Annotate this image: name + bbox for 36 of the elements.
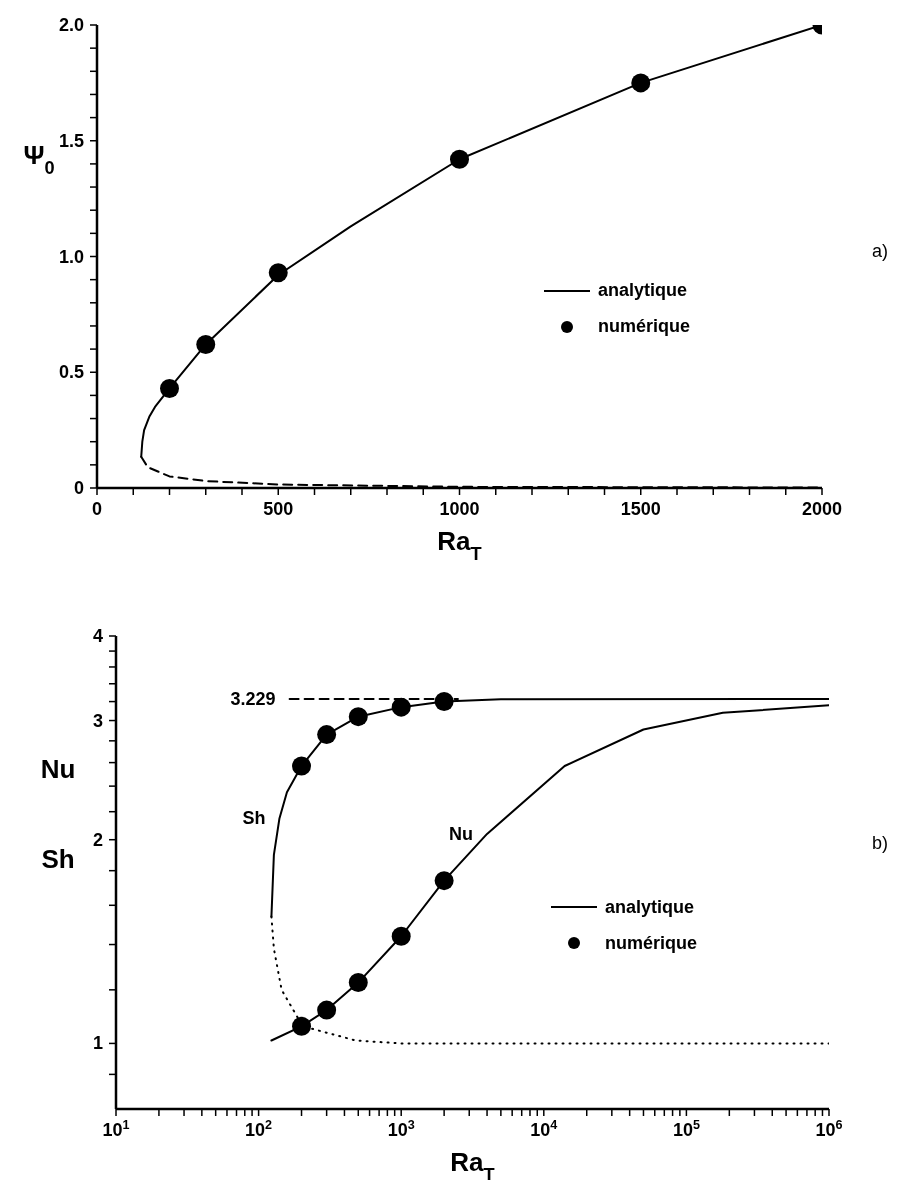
y-tick-label: 1.5: [58, 130, 84, 151]
x-tick-label: 10$^{4}$: [530, 1118, 558, 1140]
x-tick-label: 10$^{5}$: [672, 1118, 700, 1140]
y-tick-label: 1: [92, 1033, 103, 1054]
annotation: Nu: [449, 823, 474, 844]
x-tick-label: 10$^{6}$: [815, 1118, 843, 1140]
legend-label: numérique: [605, 932, 698, 954]
legend-label: analytique: [605, 896, 695, 918]
point: [160, 378, 179, 398]
y-tick-label: 4: [92, 626, 103, 646]
y-tick-label: 2: [92, 829, 103, 850]
x-tick-label: 10$^{2}$: [245, 1118, 273, 1140]
x-tick-label: 500: [263, 499, 294, 519]
text: a): [871, 240, 889, 261]
annotation: Sh: [242, 808, 266, 829]
point: [268, 263, 288, 283]
y-tick-label: 0: [73, 478, 84, 498]
y-tick-label: 0.5: [58, 362, 84, 383]
x-tick-label: 1500: [620, 499, 661, 519]
text: Nu Sh: [40, 753, 76, 874]
y-tick-label: 1.0: [58, 246, 84, 267]
point: [631, 73, 651, 93]
y-axis-title: Ψ$_{0}$: [23, 139, 55, 178]
y-tick-label: 2.0: [58, 15, 84, 35]
point: [450, 149, 469, 169]
x-tick-label: 1000: [439, 499, 480, 519]
point: [196, 334, 216, 354]
x-tick-label: 2000: [801, 499, 843, 519]
text: b): [871, 832, 889, 853]
x-tick-label: 10$^{1}$: [102, 1118, 130, 1140]
legend-label: analytique: [598, 280, 688, 302]
y-tick-label: 3: [92, 710, 103, 731]
x-tick-label: 10$^{3}$: [387, 1118, 415, 1140]
legend-label: numérique: [598, 316, 691, 338]
x-axis-title: Ra$_{T}$: [437, 526, 482, 564]
annotation: 3.229: [230, 688, 276, 709]
